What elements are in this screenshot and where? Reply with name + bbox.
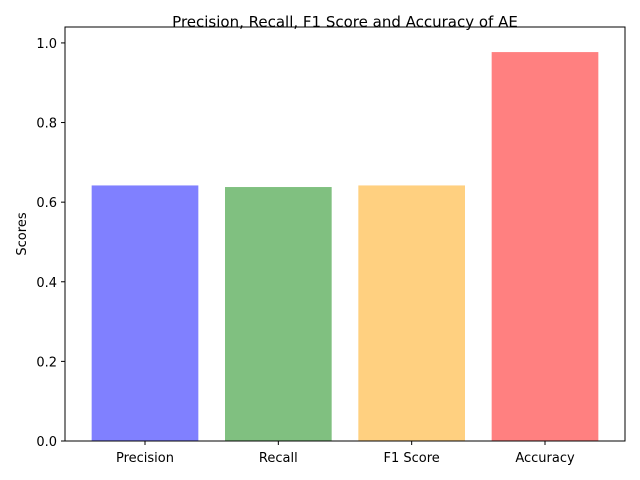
y-tick-label: 0.8 bbox=[36, 117, 57, 132]
bar-recall bbox=[225, 187, 332, 441]
y-axis-ticks: 0.0 0.2 0.4 0.6 0.8 1.0 bbox=[36, 37, 65, 450]
y-axis-label: Scores bbox=[15, 212, 30, 255]
y-tick-label: 0.0 bbox=[36, 435, 57, 450]
y-tick-label: 0.2 bbox=[36, 355, 57, 370]
x-tick-label: Recall bbox=[259, 451, 298, 466]
bar-precision bbox=[91, 185, 199, 441]
bars-group bbox=[91, 52, 599, 441]
y-tick-label: 0.4 bbox=[36, 276, 57, 291]
bar-f1-score bbox=[358, 185, 465, 441]
y-tick-label: 0.6 bbox=[36, 196, 57, 211]
y-tick-label: 1.0 bbox=[36, 37, 57, 52]
chart-title: Precision, Recall, F1 Score and Accuracy… bbox=[172, 13, 518, 31]
x-axis-ticks: Precision Recall F1 Score Accuracy bbox=[116, 441, 575, 466]
plot-frame bbox=[64, 26, 626, 442]
x-tick-label: F1 Score bbox=[384, 451, 440, 466]
bar-accuracy bbox=[491, 52, 599, 441]
x-tick-label: Accuracy bbox=[515, 451, 575, 466]
x-tick-label: Precision bbox=[116, 451, 174, 466]
